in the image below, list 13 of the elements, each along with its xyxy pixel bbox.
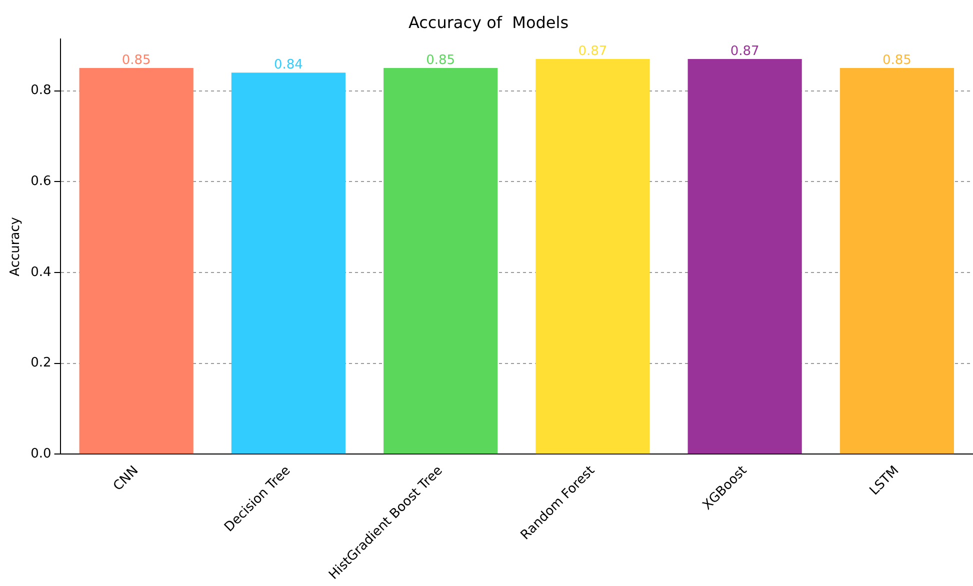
data-label: 0.85 xyxy=(122,52,151,68)
data-label: 0.87 xyxy=(578,44,608,59)
y-tick-label: 0.0 xyxy=(30,446,52,462)
y-tick-label: 0.8 xyxy=(30,83,52,98)
data-label: 0.87 xyxy=(730,44,760,59)
y-tick-label: 0.2 xyxy=(30,356,52,371)
data-label: 0.84 xyxy=(274,57,303,72)
data-label: 0.85 xyxy=(426,52,456,68)
chart-title: Accuracy of Models xyxy=(408,12,569,32)
data-label: 0.85 xyxy=(882,52,912,68)
y-tick-label: 0.4 xyxy=(30,264,52,280)
y-tick-label: 0.6 xyxy=(30,174,52,189)
y-axis-title: Accuracy xyxy=(8,216,24,276)
